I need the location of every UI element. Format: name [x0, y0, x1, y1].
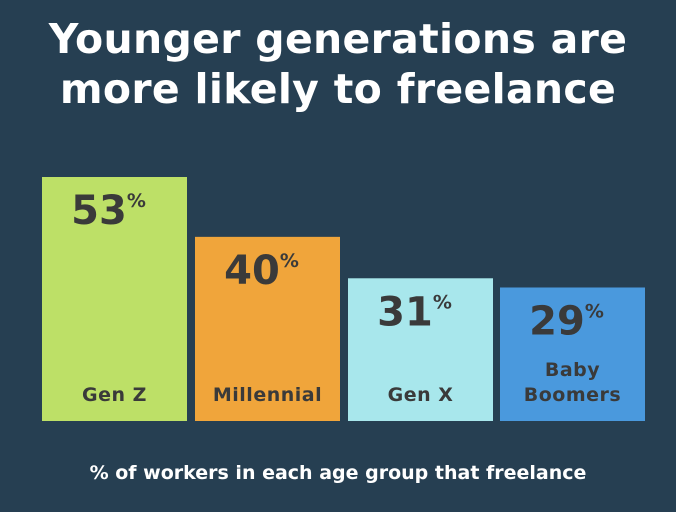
data-label-gen-z: 53% — [71, 188, 146, 234]
category-label-gen-x: Gen X — [388, 384, 454, 406]
data-label-baby-boomers: 29% — [529, 298, 604, 344]
bar-gen-x — [348, 278, 493, 421]
chart-title-line-2: more likely to freelance — [59, 65, 617, 113]
chart-title-line-1: Younger generations are — [48, 15, 628, 63]
data-label-millennial: 40% — [224, 248, 299, 294]
data-label-gen-x: 31% — [377, 289, 452, 335]
category-label-gen-z: Gen Z — [82, 384, 147, 406]
chart-title: Younger generations are more likely to f… — [0, 14, 676, 114]
category-label-baby-boomers: Baby Boomers — [524, 359, 621, 406]
bar-baby-boomers — [500, 287, 645, 421]
chart-footer-caption: % of workers in each age group that free… — [89, 462, 587, 484]
bar-gen-z — [42, 177, 187, 421]
category-label-millennial: Millennial — [213, 384, 322, 406]
bar-millennial — [195, 236, 340, 421]
